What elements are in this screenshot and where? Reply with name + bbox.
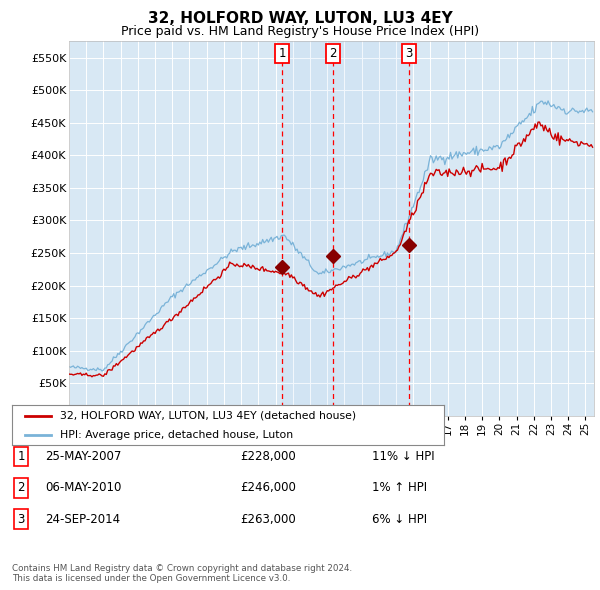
Text: 2: 2 [329,47,337,60]
Text: HPI: Average price, detached house, Luton: HPI: Average price, detached house, Luto… [59,430,293,440]
Text: 1% ↑ HPI: 1% ↑ HPI [372,481,427,494]
Text: 2: 2 [17,481,25,494]
Text: 3: 3 [17,513,25,526]
Text: £263,000: £263,000 [240,513,296,526]
Text: 1: 1 [17,450,25,463]
Text: 6% ↓ HPI: 6% ↓ HPI [372,513,427,526]
Bar [282,41,409,416]
Text: £246,000: £246,000 [240,481,296,494]
Text: 11% ↓ HPI: 11% ↓ HPI [372,450,434,463]
Text: Contains HM Land Registry data © Crown copyright and database right 2024.
This d: Contains HM Land Registry data © Crown c… [12,563,352,583]
Text: Price paid vs. HM Land Registry's House Price Index (HPI): Price paid vs. HM Land Registry's House … [121,25,479,38]
Text: 06-MAY-2010: 06-MAY-2010 [45,481,121,494]
Text: 24-SEP-2014: 24-SEP-2014 [45,513,120,526]
Text: £228,000: £228,000 [240,450,296,463]
Text: 25-MAY-2007: 25-MAY-2007 [45,450,121,463]
Text: 32, HOLFORD WAY, LUTON, LU3 4EY (detached house): 32, HOLFORD WAY, LUTON, LU3 4EY (detache… [59,411,356,421]
Text: 3: 3 [405,47,412,60]
Text: 32, HOLFORD WAY, LUTON, LU3 4EY: 32, HOLFORD WAY, LUTON, LU3 4EY [148,11,452,25]
Text: 1: 1 [278,47,286,60]
